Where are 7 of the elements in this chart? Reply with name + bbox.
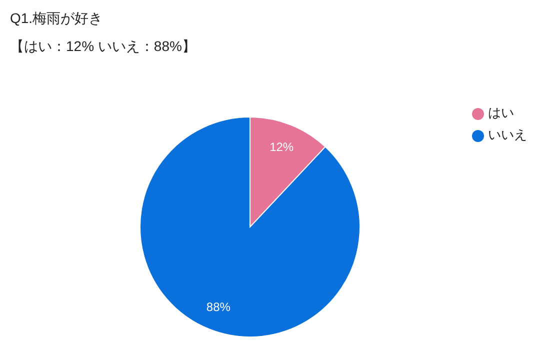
chart-title: Q1.梅雨が好き [10, 10, 103, 28]
data-label: 12% [270, 140, 294, 154]
data-label: 88% [206, 300, 231, 314]
chart-subtitle: 【はい：12% いいえ：88%】 [10, 38, 196, 56]
pie-slice [140, 116, 360, 338]
legend-label: いいえ [488, 127, 527, 142]
legend-label: はい [488, 105, 514, 120]
